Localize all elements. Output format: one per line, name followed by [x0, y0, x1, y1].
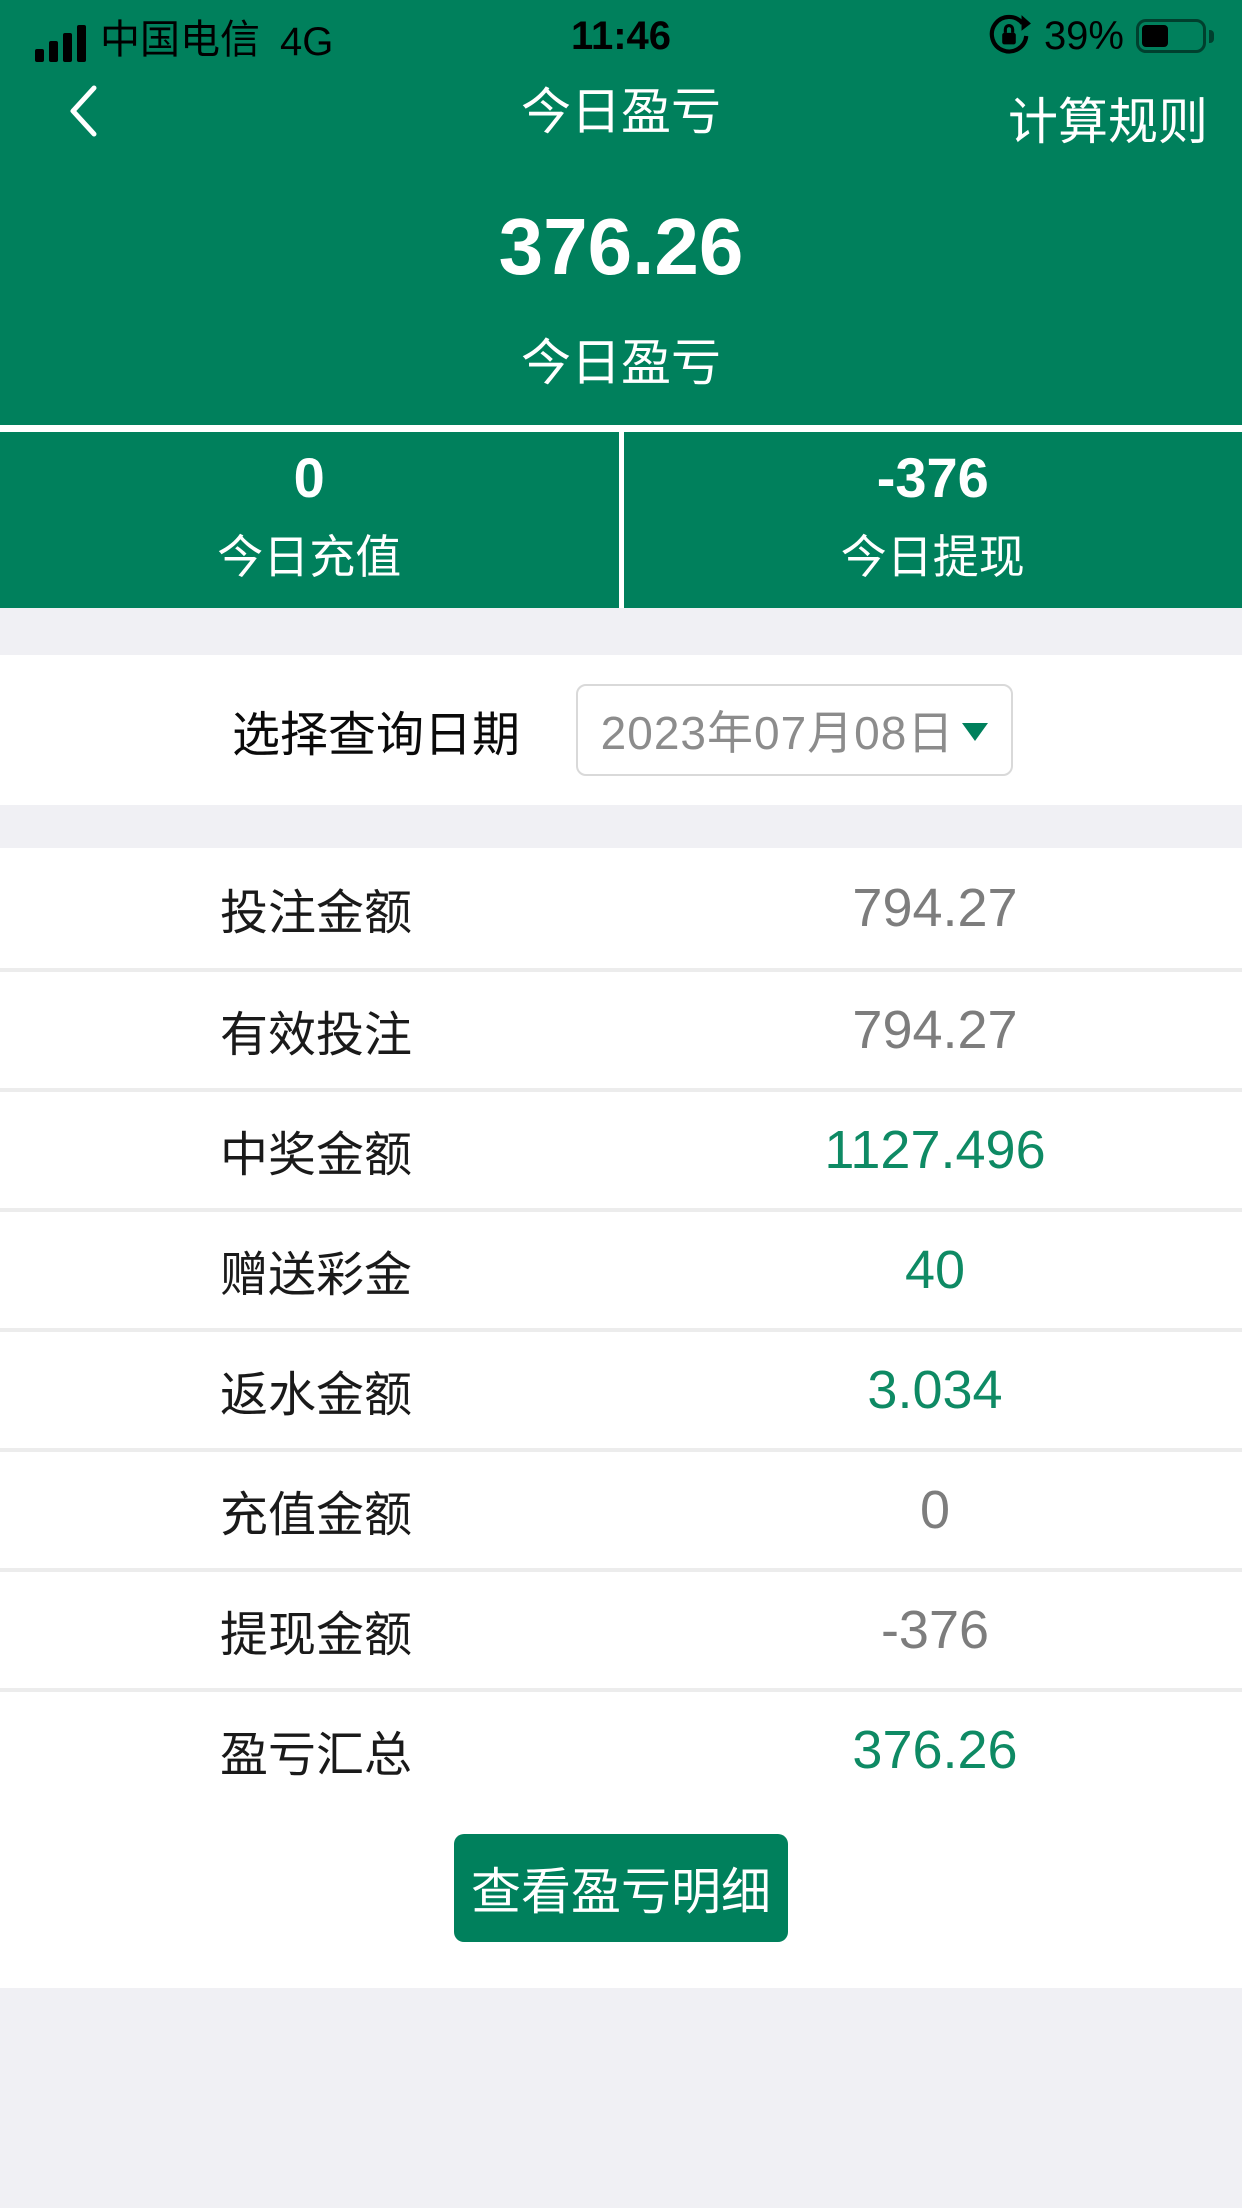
date-picker-row: 选择查询日期 2023年07月08日 [0, 655, 1242, 805]
back-button[interactable] [48, 76, 118, 146]
row-label: 有效投注 [220, 1009, 413, 1062]
today-profit-amount: 376.26 [498, 202, 744, 291]
row-label: 中奖金额 [220, 1129, 413, 1182]
battery-icon [1136, 19, 1206, 53]
network-type-label: 4G [280, 20, 334, 64]
vertical-divider [618, 432, 624, 608]
today-withdraw-summary: -376 今日提现 [624, 432, 1242, 608]
row-rebate-amount: 返水金额 3.034 [0, 1328, 1242, 1448]
row-value: 1127.496 [824, 1120, 1046, 1180]
row-bonus-amount: 赠送彩金 40 [0, 1208, 1242, 1328]
row-label: 投注金额 [220, 887, 413, 940]
header: 中国电信 4G 11:46 39% [0, 0, 1242, 425]
row-value: 0 [919, 1480, 951, 1540]
row-label: 返水金额 [220, 1369, 413, 1422]
carrier-label: 中国电信 [100, 18, 260, 62]
row-profit-total: 盈亏汇总 376.26 [0, 1688, 1242, 1808]
row-valid-bet: 有效投注 794.27 [0, 968, 1242, 1088]
date-picker-value: 2023年07月08日 [600, 707, 955, 759]
row-label: 充值金额 [220, 1489, 413, 1542]
status-bar-left: 中国电信 4G [35, 7, 333, 65]
row-value: 376.26 [852, 1720, 1018, 1780]
row-bet-amount: 投注金额 794.27 [0, 848, 1242, 968]
row-deposit-amount: 充值金额 0 [0, 1448, 1242, 1568]
hero-summary: 376.26 今日盈亏 [0, 202, 1242, 391]
today-profit-label: 今日盈亏 [521, 335, 721, 391]
view-profit-detail-button[interactable]: 查看盈亏明细 [454, 1834, 788, 1942]
row-value: 794.27 [852, 878, 1018, 938]
today-deposit-label: 今日充值 [217, 531, 402, 583]
page-title: 今日盈亏 [521, 84, 721, 140]
row-withdraw-amount: 提现金额 -376 [0, 1568, 1242, 1688]
row-label: 提现金额 [220, 1609, 413, 1662]
chevron-left-icon [70, 85, 97, 137]
battery-fill [1142, 25, 1168, 47]
date-picker-select[interactable]: 2023年07月08日 [576, 684, 1014, 776]
row-win-amount: 中奖金额 1127.496 [0, 1088, 1242, 1208]
footer-section: 查看盈亏明细 [0, 1808, 1242, 1988]
signal-strength-icon [35, 22, 86, 65]
row-label: 赠送彩金 [220, 1249, 413, 1302]
today-withdraw-label: 今日提现 [840, 531, 1025, 583]
row-value: 40 [904, 1240, 966, 1300]
status-bar: 中国电信 4G 11:46 39% [0, 0, 1242, 65]
row-value: 794.27 [852, 1000, 1018, 1060]
date-picker-label: 选择查询日期 [232, 709, 521, 762]
status-time: 11:46 [570, 13, 672, 58]
summary-list: 投注金额 794.27 有效投注 794.27 中奖金额 1127.496 赠送… [0, 848, 1242, 1808]
battery-percent-label: 39% [1043, 13, 1124, 58]
orientation-lock-icon [989, 14, 1031, 54]
row-value: -376 [880, 1600, 990, 1660]
calculation-rules-button[interactable]: 计算规则 [1008, 94, 1208, 150]
today-deposit-value: 0 [293, 446, 325, 509]
nav-bar: 今日盈亏 计算规则 [0, 62, 1242, 154]
row-value: 3.034 [867, 1360, 1003, 1420]
today-deposit-summary: 0 今日充值 [0, 432, 619, 608]
today-withdraw-value: -376 [876, 446, 989, 509]
battery-tip [1209, 29, 1214, 43]
status-bar-right: 39% [986, 13, 1214, 59]
row-label: 盈亏汇总 [220, 1729, 413, 1782]
summary-columns: 0 今日充值 -376 今日提现 [0, 425, 1242, 608]
triangle-down-icon [962, 723, 989, 741]
